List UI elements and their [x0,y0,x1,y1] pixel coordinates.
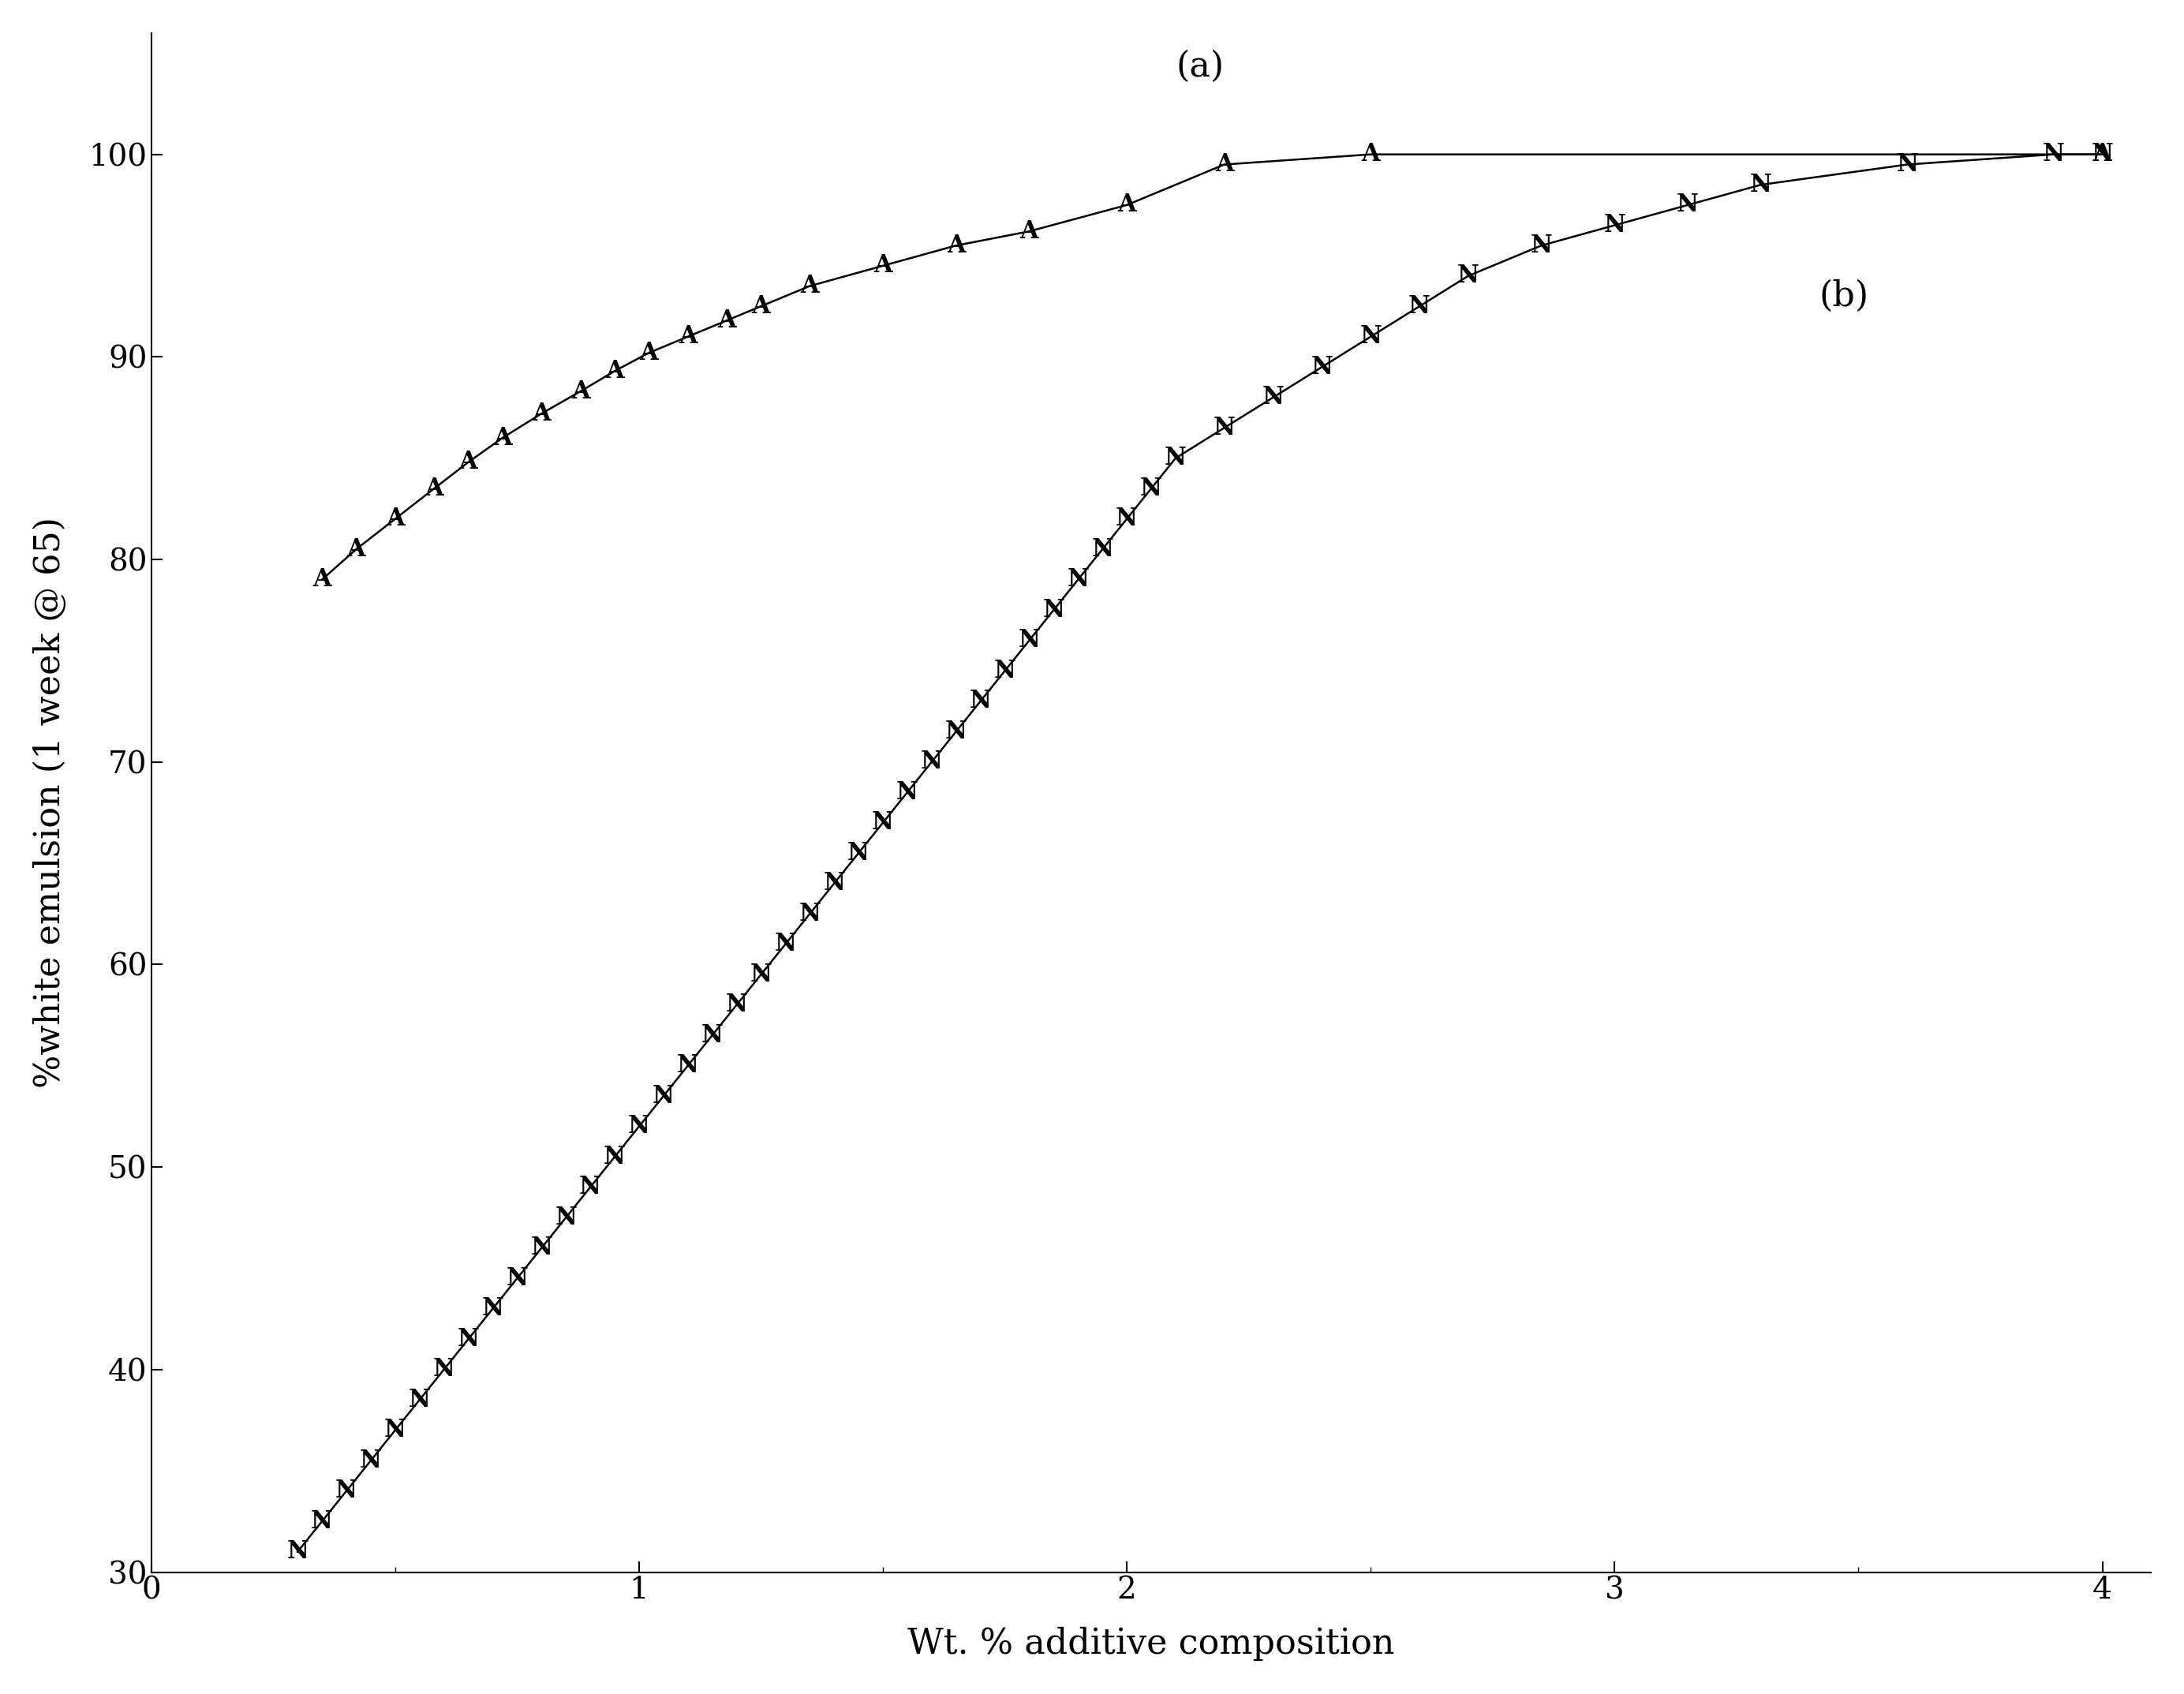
Text: N: N [1896,152,1918,176]
Text: N: N [629,1115,651,1138]
Text: A: A [570,379,590,403]
Text: N: N [507,1265,529,1291]
Text: A: A [874,254,893,278]
Text: N: N [994,659,1016,683]
Text: N: N [749,962,771,988]
Text: N: N [1042,598,1064,622]
Text: N: N [677,1054,699,1077]
Text: N: N [1262,385,1284,410]
Text: N: N [725,993,747,1018]
Text: N: N [579,1176,601,1199]
Text: N: N [1310,354,1332,379]
Text: N: N [384,1418,406,1443]
Text: N: N [360,1448,382,1474]
Text: A: A [424,476,443,501]
Text: N: N [1361,325,1382,349]
Text: N: N [847,840,869,866]
Text: N: N [336,1479,358,1503]
Text: A: A [533,401,550,425]
Text: A: A [312,567,332,591]
Text: A: A [946,234,965,257]
Text: N: N [775,932,797,957]
Text: N: N [871,810,893,835]
Text: N: N [895,781,917,805]
Text: N: N [1164,446,1186,471]
Text: A: A [1214,152,1234,176]
Y-axis label: %white emulsion (1 week @ 65): %white emulsion (1 week @ 65) [33,517,68,1088]
Text: A: A [459,451,478,474]
Text: A: A [494,425,511,451]
Text: N: N [432,1357,454,1382]
Text: N: N [286,1540,308,1564]
Text: A: A [1118,193,1136,217]
Text: N: N [456,1326,478,1352]
Text: N: N [310,1509,332,1533]
Text: A: A [1020,219,1040,244]
Text: A: A [2092,142,2112,166]
Text: N: N [531,1237,553,1260]
Text: A: A [640,340,657,366]
Text: (a): (a) [1175,49,1223,83]
Text: N: N [799,901,821,927]
Text: N: N [1140,476,1162,501]
Text: N: N [1603,213,1625,237]
Text: N: N [1409,295,1431,318]
Text: N: N [922,750,943,774]
X-axis label: Wt. % additive composition: Wt. % additive composition [909,1626,1396,1662]
Text: N: N [1116,507,1138,532]
Text: A: A [719,308,736,332]
Text: N: N [970,689,992,713]
Text: N: N [555,1206,577,1230]
Text: N: N [1457,264,1479,288]
Text: A: A [751,295,771,318]
Text: N: N [1677,193,1699,217]
Text: N: N [1092,537,1114,561]
Text: A: A [799,274,819,298]
Text: A: A [347,537,365,561]
Text: A: A [387,507,404,532]
Text: N: N [603,1145,625,1169]
Text: A: A [1361,142,1380,166]
Text: N: N [2042,142,2064,166]
Text: N: N [946,720,968,744]
Text: N: N [1068,567,1090,591]
Text: A: A [679,325,697,349]
Text: A: A [605,359,625,383]
Text: N: N [701,1023,723,1047]
Text: N: N [1749,173,1771,197]
Text: (b): (b) [1819,280,1870,313]
Text: N: N [1531,234,1553,257]
Text: N: N [408,1387,430,1413]
Text: N: N [1018,628,1040,652]
Text: N: N [653,1084,675,1108]
Text: N: N [2092,142,2114,166]
Text: N: N [1214,415,1236,440]
Text: N: N [823,871,845,896]
Text: N: N [483,1296,505,1321]
